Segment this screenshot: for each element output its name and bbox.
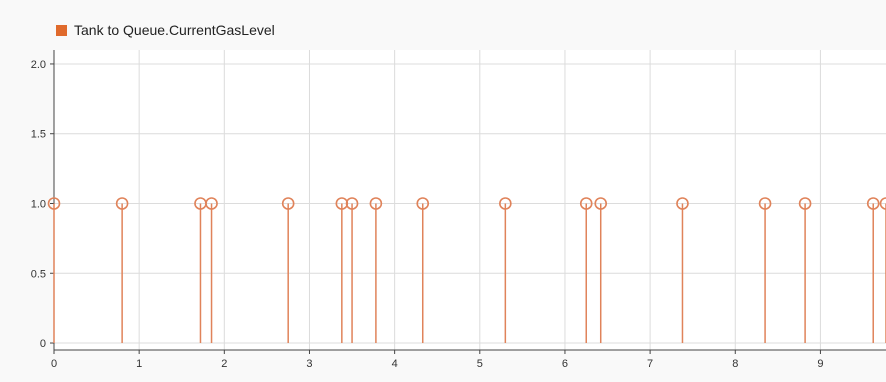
x-tick-label: 6 xyxy=(562,358,568,370)
stem-marker xyxy=(281,197,295,210)
x-tick-label: 8 xyxy=(732,358,738,370)
stem-marker xyxy=(676,197,689,210)
y-axis-ticks: 0 0.5 1.0 1.5 2.0 xyxy=(31,59,54,350)
stem-marker xyxy=(416,197,430,210)
series-group xyxy=(47,197,886,344)
stem-marker xyxy=(369,197,383,210)
stem-marker xyxy=(758,197,772,210)
y-tick-label: 1.5 xyxy=(31,129,46,141)
x-tick-label: 1 xyxy=(136,358,142,370)
stem-marker xyxy=(499,197,512,210)
stem-marker xyxy=(594,197,608,210)
stem-marker xyxy=(866,197,880,210)
x-tick-label: 0 xyxy=(51,358,57,370)
stem-marker xyxy=(205,197,218,210)
plot-area xyxy=(54,50,886,350)
legend-swatch xyxy=(56,24,67,36)
stem-marker xyxy=(798,197,812,210)
stem-marker xyxy=(115,197,129,210)
stem-marker xyxy=(579,197,593,210)
x-tick-label: 9 xyxy=(817,358,823,370)
stem-marker xyxy=(47,197,61,210)
legend[interactable]: Tank to Queue.CurrentGasLevel xyxy=(56,20,275,40)
y-tick-label: 0.5 xyxy=(31,268,46,280)
y-tick-label: 2.0 xyxy=(31,59,46,71)
stem-marker xyxy=(879,197,886,210)
x-tick-label: 3 xyxy=(306,358,312,370)
y-tick-label: 1.0 xyxy=(31,198,46,210)
stem-marker xyxy=(345,197,359,210)
x-tick-label: 5 xyxy=(477,358,483,370)
legend-label: Tank to Queue.CurrentGasLevel xyxy=(74,22,275,38)
x-tick-label: 2 xyxy=(221,358,227,370)
x-tick-label: 4 xyxy=(392,358,398,370)
y-tick-label: 0 xyxy=(40,338,46,350)
x-tick-label: 7 xyxy=(647,358,653,370)
x-axis-ticks: 0 1 2 3 4 5 6 7 8 9 xyxy=(51,350,823,370)
